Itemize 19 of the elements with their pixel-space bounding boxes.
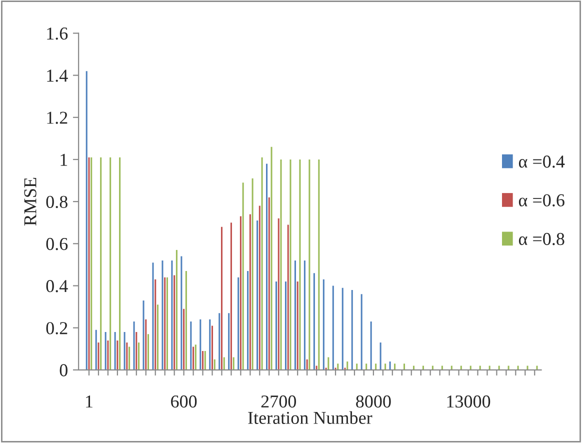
- y-tick-label: 0.2: [46, 322, 68, 334]
- x-tick-label: 600: [171, 395, 197, 408]
- y-tick-label: 0: [60, 364, 68, 376]
- x-tick-label: 13000: [447, 395, 490, 408]
- y-tick-label: 1.4: [47, 70, 68, 82]
- legend-label: α =0.6: [518, 194, 564, 206]
- y-tick-label: 1.6: [47, 28, 68, 40]
- y-axis-title: RMSE: [24, 178, 36, 226]
- y-tick-label: 0.6: [46, 238, 68, 250]
- x-tick-label: 1: [86, 396, 92, 408]
- legend-label: α =0.8: [518, 232, 564, 246]
- legend-label: α =0.4: [518, 156, 565, 168]
- y-tick-label: 0.4: [46, 280, 68, 292]
- x-tick-label: 2700: [261, 395, 296, 408]
- y-tick-label: 1.2: [47, 112, 68, 124]
- x-axis-title: Iteration Number: [248, 411, 372, 424]
- y-tick-label: 1: [60, 154, 68, 166]
- y-tick-label: 0.8: [46, 196, 68, 208]
- x-tick-label: 8000: [356, 395, 391, 408]
